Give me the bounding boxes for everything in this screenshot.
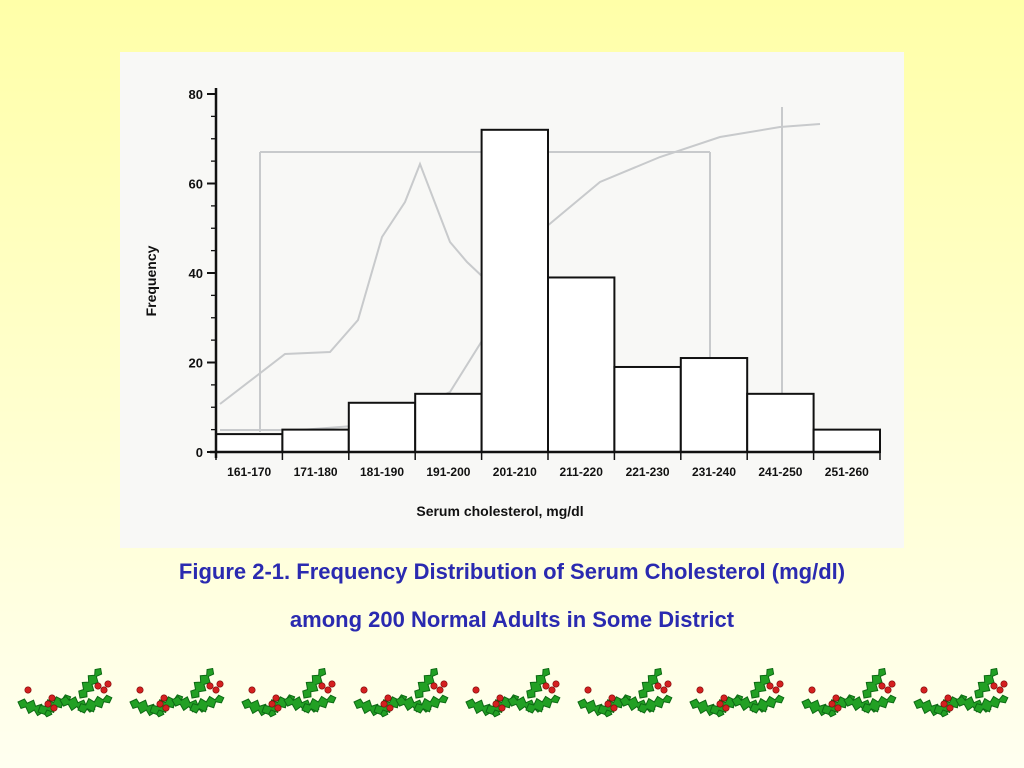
bar-221-230 [613,365,682,454]
y-axis-label: Frequency [143,245,159,316]
x-tick-label: 241-250 [758,465,802,479]
x-tick-label: 211-220 [560,465,604,479]
bar-251-260 [812,428,881,453]
x-tick-label: 251-260 [825,465,869,479]
y-tick-label: 40 [189,266,203,281]
holly-branch-icon [913,668,1009,718]
holly-branch-icon [801,668,897,718]
x-tick-label: 171-180 [294,465,338,479]
holly-branch-icon [465,668,561,718]
bar-181-190 [347,401,417,453]
holly-branch-icon [689,668,785,718]
holly-branch-icon [17,668,113,718]
figure-caption-line-2: among 200 Normal Adults in Some District [289,607,735,632]
y-tick-label: 20 [189,356,203,371]
chart-panel: 0 20 40 60 80 161-170 171-180 181-190 191-200 201… [120,52,904,548]
histogram-chart: 0 20 40 60 80 161-170 171-180 181-190 191-200 201… [143,87,881,519]
y-tick-label: 80 [189,87,203,102]
holly-branch-icon [129,668,225,718]
x-tick-label: 201-210 [493,465,537,479]
holly-border [17,668,1009,718]
x-tick-label: 191-200 [426,465,470,479]
bar-171-180 [281,428,350,453]
holly-branch-icon [577,668,673,718]
x-tick-label: 161-170 [227,465,271,479]
bar-201-210 [480,128,550,454]
bar-231-240 [679,357,749,453]
bar-211-220 [547,276,616,453]
y-tick-label: 0 [196,445,203,460]
bar-191-200 [414,392,483,454]
figure-caption-line-1: Figure 2-1. Frequency Distribution of Se… [178,559,846,584]
bar-241-250 [746,392,815,454]
holly-branch-icon [241,668,337,718]
y-tick-label: 60 [189,177,203,192]
holly-branch-icon [353,668,449,718]
bar-161-170 [215,433,284,454]
x-axis-label: Serum cholesterol, mg/dl [416,503,583,519]
x-tick-label: 231-240 [692,465,736,479]
x-tick-label: 181-190 [360,465,404,479]
x-tick-label: 221-230 [626,465,670,479]
bars [215,128,881,454]
axes: 0 20 40 60 80 161-170 171-180 181-190 191-200 201… [189,87,881,479]
